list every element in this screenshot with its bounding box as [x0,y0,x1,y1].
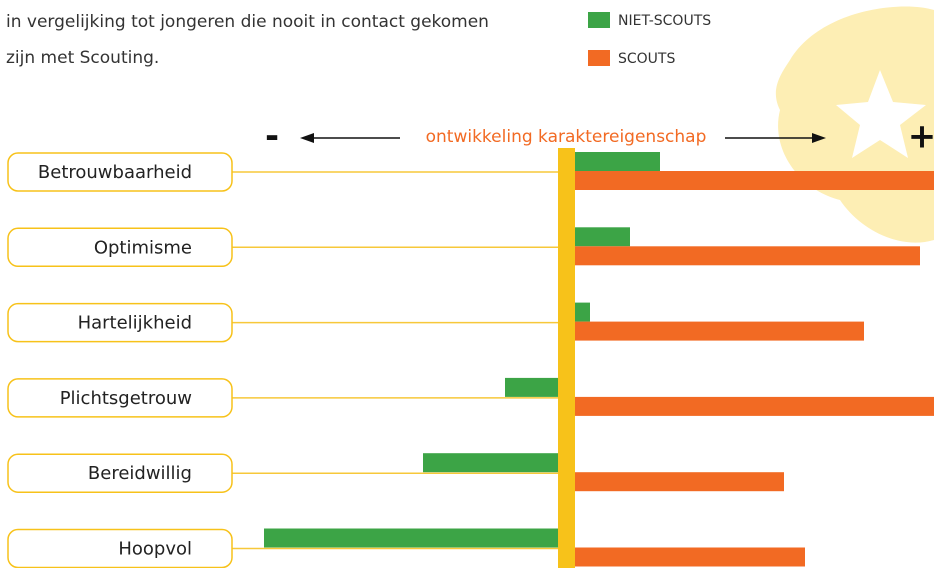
legend-swatch [588,50,610,66]
axis-plus: + [908,117,934,157]
label-box [7,227,233,268]
bar [264,528,558,548]
axis-label: ontwikkeling karaktereigenschap [426,127,707,147]
bar [575,321,864,341]
star-decoration [836,70,926,158]
category-label: Betrouwbaarheid [38,162,192,183]
arrow-head [300,133,314,143]
legend-label: NIET-SCOUTS [618,13,711,29]
axis-minus: - [265,117,279,157]
bar [575,227,630,247]
bar [575,171,934,190]
label-box [7,453,233,493]
category-label: Hartelijkheid [78,313,192,334]
bar [575,396,934,416]
bar [505,377,558,397]
category-label: Hoopvol [118,539,192,560]
bar [575,547,805,567]
category-label: Optimisme [94,237,192,258]
bar [575,472,784,492]
bar [575,152,660,171]
legend-swatch [588,12,610,28]
label-box [7,152,233,192]
bar [575,302,590,322]
intro-text: zijn met Scouting. [6,48,159,68]
label-box [7,378,233,418]
label-box [7,302,233,343]
arrow-head [812,133,826,143]
bar [575,246,920,266]
bar [423,453,558,473]
intro-text: in vergelijking tot jongeren die nooit i… [6,12,489,32]
category-label: Plichtsgetrouw [60,388,192,409]
zero-axis [558,148,575,568]
category-label: Bereidwillig [88,463,192,484]
legend-label: SCOUTS [618,51,675,67]
